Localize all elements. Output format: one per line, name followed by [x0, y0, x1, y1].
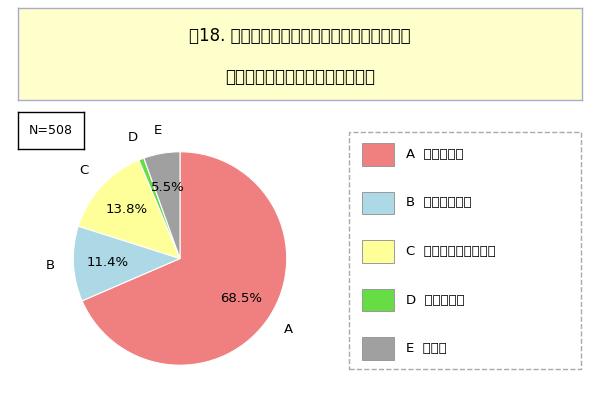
Bar	[362, 337, 394, 360]
Bar	[362, 143, 394, 166]
Text: 13.8%: 13.8%	[106, 203, 148, 216]
Text: C  どちらともいえない: C どちらともいえない	[406, 245, 496, 258]
Bar	[362, 289, 394, 311]
Text: C: C	[79, 164, 89, 177]
Text: 5.5%: 5.5%	[151, 181, 184, 193]
Text: B: B	[46, 259, 55, 271]
Wedge shape	[79, 160, 180, 259]
Text: A: A	[284, 323, 293, 337]
Text: 68.5%: 68.5%	[220, 292, 262, 305]
Text: B  必要ではない: B 必要ではない	[406, 196, 472, 210]
Text: 11.4%: 11.4%	[86, 256, 128, 269]
Text: 問18. あなたは、日本の政治にマニフェストは: 問18. あなたは、日本の政治にマニフェストは	[189, 27, 411, 45]
Bar	[362, 240, 394, 263]
Wedge shape	[144, 152, 180, 259]
Text: D: D	[128, 131, 138, 144]
Text: N=508: N=508	[29, 124, 73, 137]
Wedge shape	[73, 226, 180, 301]
Text: A  必要である: A 必要である	[406, 148, 464, 161]
Wedge shape	[139, 158, 180, 259]
Text: 必要だと思いますか【単数回答】: 必要だと思いますか【単数回答】	[225, 68, 375, 86]
Text: E: E	[154, 124, 162, 137]
Text: D  わからない: D わからない	[406, 293, 464, 307]
Bar	[362, 192, 394, 214]
Wedge shape	[82, 152, 287, 365]
Text: E  無回答: E 無回答	[406, 342, 447, 355]
